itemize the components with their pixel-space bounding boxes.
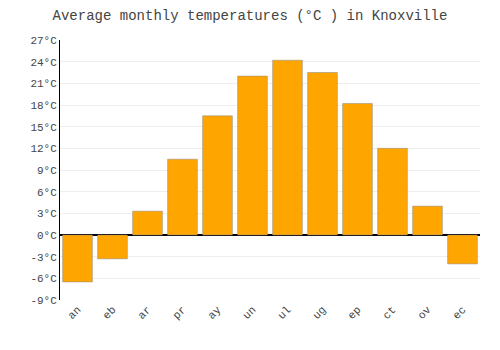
svg-text:0°C: 0°C: [37, 230, 57, 242]
svg-text:ug: ug: [311, 304, 329, 322]
svg-text:21°C: 21°C: [30, 78, 57, 90]
svg-text:an: an: [66, 304, 84, 322]
svg-text:-6°C: -6°C: [30, 273, 57, 285]
svg-text:3°C: 3°C: [37, 208, 57, 220]
svg-text:ct: ct: [381, 304, 399, 322]
svg-text:12°C: 12°C: [30, 143, 57, 155]
svg-text:6°C: 6°C: [37, 187, 57, 199]
svg-text:eb: eb: [101, 304, 119, 322]
svg-text:24°C: 24°C: [30, 57, 57, 69]
svg-text:Average monthly temperatures (: Average monthly temperatures (°C ) in Kn…: [53, 8, 448, 24]
svg-text:-3°C: -3°C: [30, 252, 57, 264]
svg-text:9°C: 9°C: [37, 165, 57, 177]
svg-text:ar: ar: [136, 304, 154, 322]
svg-text:-9°C: -9°C: [30, 295, 57, 307]
svg-text:ul: ul: [276, 304, 294, 322]
svg-text:pr: pr: [171, 304, 189, 322]
svg-text:15°C: 15°C: [30, 122, 57, 134]
svg-text:18°C: 18°C: [30, 100, 57, 112]
svg-text:ep: ep: [346, 304, 364, 322]
svg-text:ec: ec: [451, 304, 469, 322]
svg-text:ay: ay: [206, 304, 224, 322]
svg-text:27°C: 27°C: [30, 35, 57, 47]
svg-text:ov: ov: [416, 304, 434, 322]
svg-text:un: un: [241, 304, 259, 322]
